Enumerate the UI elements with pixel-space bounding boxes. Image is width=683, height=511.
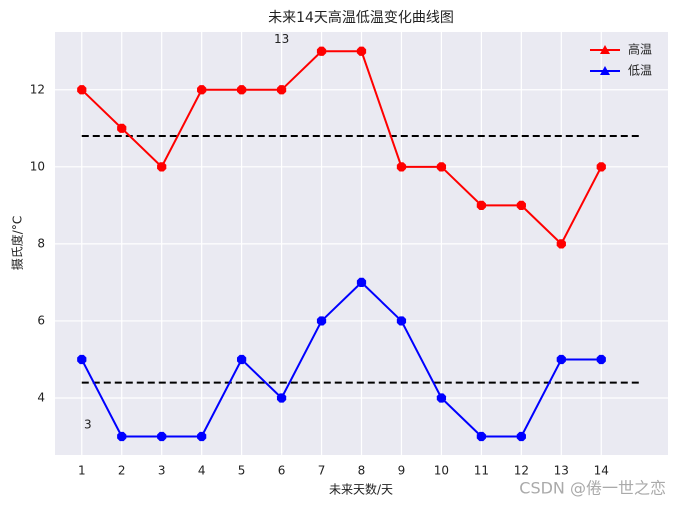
data-point: [276, 393, 287, 403]
x-tick-label: 9: [398, 464, 406, 478]
x-axis-label: 未来天数/天: [329, 482, 393, 497]
x-tick-label: 3: [158, 464, 166, 478]
x-tick-label: 12: [514, 464, 529, 478]
x-tick-label: 4: [198, 464, 206, 478]
legend-label: 高温: [628, 42, 652, 57]
data-point: [396, 316, 407, 326]
data-point: [157, 431, 167, 442]
x-tick-label: 14: [594, 464, 609, 478]
series-line: [80, 281, 602, 438]
data-point: [77, 85, 87, 95]
chart-title: 未来14天高温低温变化曲线图: [268, 9, 454, 26]
watermark: CSDN @倦一世之恋: [519, 479, 666, 498]
data-point: [117, 123, 127, 133]
data-point: [396, 162, 407, 172]
data-point: [556, 239, 566, 249]
data-point: [516, 431, 526, 442]
annotation: 13: [274, 32, 289, 46]
data-point: [197, 85, 207, 95]
series-line: [81, 50, 603, 246]
data-point: [236, 354, 247, 365]
y-axis-label: 摄氏度/°C: [10, 216, 25, 270]
data-point: [117, 431, 127, 442]
x-tick-label: 8: [358, 464, 366, 478]
data-point: [476, 200, 487, 210]
x-tick-label: 1: [78, 464, 86, 478]
legend-marker: [600, 66, 610, 75]
x-tick-label: 5: [238, 464, 246, 478]
y-tick-label: 10: [30, 159, 45, 173]
x-tick-label: 6: [278, 464, 286, 478]
data-point: [276, 85, 287, 95]
data-point: [157, 162, 167, 172]
legend-marker: [600, 45, 610, 54]
data-point: [436, 162, 447, 172]
x-tick-label: 2: [118, 464, 126, 478]
data-point: [596, 162, 606, 172]
legend-label: 低温: [628, 64, 652, 78]
data-point: [436, 393, 447, 403]
y-tick-label: 8: [37, 236, 45, 250]
data-point: [556, 354, 566, 365]
data-point: [77, 354, 87, 365]
y-tick-label: 4: [37, 390, 45, 404]
x-tick-label: 7: [318, 464, 326, 478]
data-point: [356, 277, 367, 288]
data-point: [316, 46, 327, 56]
data-point: [476, 431, 487, 442]
x-tick-label: 10: [434, 464, 449, 478]
y-tick-label: 6: [37, 313, 45, 327]
data-point: [197, 431, 207, 442]
y-tick-label: 12: [30, 82, 45, 96]
x-tick-label: 13: [554, 464, 569, 478]
x-tick-label: 11: [474, 464, 489, 478]
annotation: 3: [84, 417, 92, 431]
data-point: [356, 46, 367, 56]
data-point: [236, 85, 247, 95]
data-point: [516, 200, 526, 210]
data-point: [316, 316, 327, 326]
data-point: [596, 354, 606, 365]
